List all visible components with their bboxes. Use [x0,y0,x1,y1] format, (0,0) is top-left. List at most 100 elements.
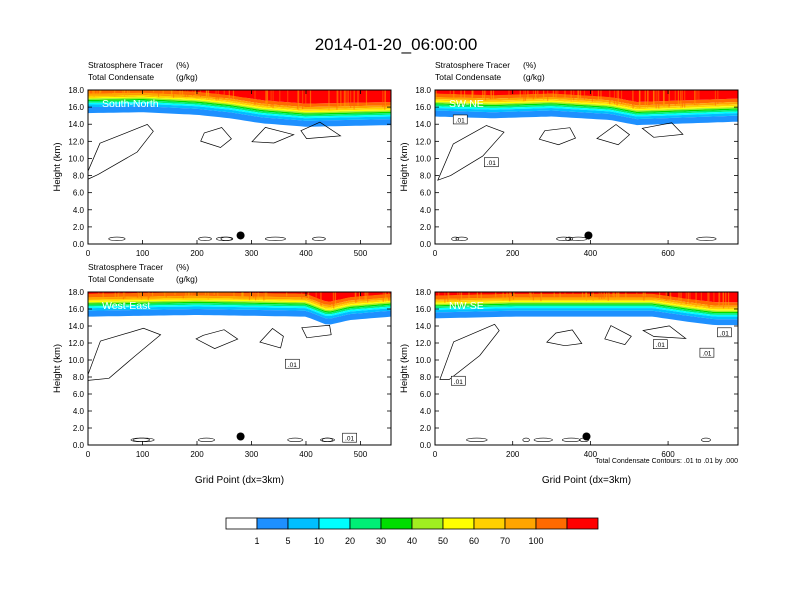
panel-nw-se-band-8 [435,308,738,320]
panel-nw-se-xtick-label: 0 [433,450,438,459]
panel-south-north: Stratosphere Tracer (%) Total Condensate (g… [52,60,392,258]
panel-nw-se-streak [700,292,702,305]
panel-sw-ne-ylabel: Height (km) [399,142,410,191]
panel-sw-ne-subtitle-2-unit: (g/kg) [523,72,545,82]
panel-south-north-streak [181,90,184,96]
panel-west-east-streak [257,292,259,301]
panel-nw-se-streak [480,292,482,301]
panel-nw-se-frame [434,291,739,446]
panel-south-north-streak [305,90,307,108]
panel-nw-se-streak [625,292,627,300]
panel-south-north-band-2 [88,94,391,111]
panel-sw-ne-streak [655,90,657,109]
panel-nw-se-contour-label-box [451,375,466,386]
colorbar-swatch [535,517,568,530]
panel-sw-ne-streak [677,90,680,105]
panel-nw-se-contour-label: .01 [702,351,711,358]
panel-sw-ne-streak [698,90,700,105]
panel-sw-ne-band-6 [435,104,738,115]
panel-west-east-streak [114,292,116,298]
panel-south-north-streak [266,90,268,108]
panel-west-east-streak [334,292,337,306]
panel-nw-se-streak [529,292,531,298]
panel-nw-se-streak [581,292,584,299]
panel-south-north-streak [353,90,355,107]
colorbar-swatch [566,517,599,530]
panel-south-north-band-1 [88,92,391,110]
panel-west-east-streak [151,292,154,296]
panel-south-north-xtick-label: 500 [354,249,368,258]
panel-sw-ne-streak [532,90,535,100]
contour-footnote: Total Condensate Contours: .01 to .01 by… [595,458,738,465]
panel-sw-ne-ytick-label: 12.0 [415,137,431,146]
panel-sw-ne-streak [564,90,566,98]
panel-south-north-streak [340,90,342,108]
panel-nw-se-ylabel: Height (km) [399,344,410,393]
panel-west-east-streak [123,292,125,298]
colorbar-swatch [225,517,258,530]
panel-west-east-xlabel: Grid Point (dx=3km) [195,475,284,486]
panel-west-east-contour-label-box [285,358,300,369]
panel-south-north-streak [175,90,177,94]
colorbar-swatch [287,517,320,530]
panel-nw-se-streak [476,292,478,299]
colorbar-label: 1 [254,536,259,546]
panel-sw-ne-band-5 [435,103,738,114]
panel-sw-ne-band-3 [435,100,738,111]
colorbar-swatch [411,517,444,530]
panel-south-north-ytick-label: 2.0 [73,223,85,232]
panel-south-north-streak [192,90,194,96]
panel-south-north-surface-contour [108,236,126,241]
panel-south-north-streak [272,90,274,109]
panel-south-north-streak [199,90,202,98]
panel-west-east-subtitle-1: Stratosphere Tracer [88,262,163,272]
panel-south-north-band-5 [88,99,391,115]
panel-south-north-subtitle-2-unit: (g/kg) [176,72,198,82]
panel-nw-se-streak [532,292,535,301]
panel-west-east-frame [87,291,392,446]
panel-sw-ne-band-4 [435,102,738,112]
panel-nw-se-streak [618,292,620,298]
panel-sw-ne-streak [644,90,646,108]
panel-sw-ne-streak [523,90,525,102]
panel-sw-ne-contour [641,122,684,138]
panel-sw-ne-streak [519,90,521,98]
panel-west-east-streak [263,292,265,301]
colorbar-swatch [442,517,475,530]
panel-south-north-ytick-label: 8.0 [73,172,85,181]
panel-nw-se-ytick-label: 14.0 [415,322,431,331]
panel-nw-se-streak [585,292,588,302]
panel-west-east-band-9 [88,309,391,325]
panel-west-east-ylabel: Height (km) [52,344,63,393]
panel-nw-se-streak [670,292,672,300]
panel-south-north-streak [122,90,124,95]
panel-south-north-streak [336,90,338,110]
colorbar-label: 100 [528,536,543,546]
panel-west-east-streak [307,292,310,300]
panel-sw-ne-tracer-field: .01 .01 [435,90,738,241]
panel-nw-se-ytick-label: 10.0 [415,356,431,365]
panel-sw-ne-band-2 [435,99,738,110]
panel-sw-ne-ytick-label: 4.0 [420,206,432,215]
panel-west-east-streak [255,292,257,301]
panel-sw-ne-streak [557,90,559,98]
panel-sw-ne-subtitle-2: Total Condensate [435,72,501,82]
panel-south-north-streak [99,90,102,93]
panel-sw-ne-streak [471,90,473,98]
panel-sw-ne-ytick-label: 8.0 [420,172,432,181]
panel-sw-ne-band-0 [435,93,738,106]
panel-west-east-name: West-East [102,300,150,312]
panel-nw-se-streak [513,292,515,299]
panel-south-north-streak [187,90,189,97]
panel-nw-se-streak [608,292,610,298]
panel-nw-se-streak [559,292,561,298]
panel-south-north-subtitle-2: Total Condensate [88,72,154,82]
panel-west-east-tracer-field: .01 .01 [88,292,391,443]
panel-nw-se-streak [612,292,614,297]
panel-sw-ne-streak [647,90,649,106]
panel-west-east-streak [197,292,199,296]
panel-west-east-streak [248,292,251,301]
panel-south-north-ytick-label: 0.0 [73,240,85,249]
panel-south-north-streak [215,90,217,101]
panel-nw-se-streak [615,292,618,298]
